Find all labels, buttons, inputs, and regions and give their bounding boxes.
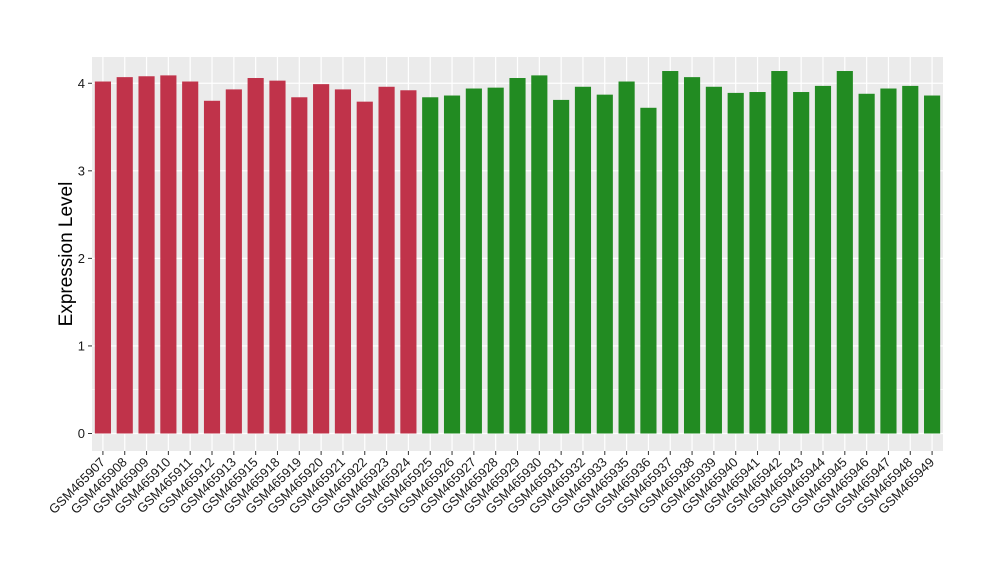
bar-GSM465949 xyxy=(924,95,941,434)
bar-GSM465924 xyxy=(400,90,417,434)
bar-GSM465910 xyxy=(160,75,177,434)
bar-GSM465918 xyxy=(269,80,286,434)
bar-GSM465941 xyxy=(749,92,766,434)
bar-GSM465909 xyxy=(138,76,155,434)
bar-GSM465912 xyxy=(203,100,221,434)
bar-GSM465946 xyxy=(858,93,875,434)
bar-GSM465944 xyxy=(814,85,832,434)
bar-GSM465908 xyxy=(116,77,133,434)
y-tick-label: 3 xyxy=(78,163,85,178)
bar-GSM465940 xyxy=(727,92,744,434)
bar-GSM465915 xyxy=(247,78,264,434)
bar-GSM465932 xyxy=(574,86,592,434)
bar-GSM465942 xyxy=(771,71,788,434)
y-tick-label: 1 xyxy=(78,338,85,353)
bar-GSM465931 xyxy=(553,99,570,434)
bar-GSM465938 xyxy=(683,77,701,434)
bar-GSM465926 xyxy=(443,95,461,434)
y-axis: 0 1 2 3 4 xyxy=(78,76,92,441)
y-tick-label: 2 xyxy=(78,251,85,266)
bar-GSM465937 xyxy=(662,71,679,434)
y-tick-label: 4 xyxy=(78,76,85,91)
x-axis: GSM465907GSM465908GSM465909GSM465910GSM4… xyxy=(46,451,937,517)
bar-GSM465921 xyxy=(334,89,352,434)
bar-GSM465948 xyxy=(902,85,919,434)
bar-GSM465933 xyxy=(596,94,613,434)
bar-GSM465922 xyxy=(356,101,373,434)
bars xyxy=(94,71,941,434)
y-tick-label: 0 xyxy=(78,426,85,441)
bar-GSM465919 xyxy=(291,97,308,434)
bar-GSM465943 xyxy=(793,92,810,434)
bar-GSM465907 xyxy=(94,81,111,434)
y-axis-label: Expression Level xyxy=(56,182,77,327)
bar-GSM465939 xyxy=(705,86,722,434)
bar-GSM465913 xyxy=(225,89,242,434)
bar-GSM465911 xyxy=(182,81,199,434)
bar-GSM465925 xyxy=(422,97,439,434)
bar-GSM465936 xyxy=(640,107,657,434)
bar-GSM465923 xyxy=(378,86,395,434)
bar-GSM465947 xyxy=(880,88,897,434)
bar-GSM465920 xyxy=(313,84,330,434)
bar-GSM465928 xyxy=(487,87,504,434)
bar-GSM465927 xyxy=(465,88,482,434)
bar-GSM465945 xyxy=(836,71,853,434)
bar-GSM465929 xyxy=(509,78,526,434)
bar-GSM465935 xyxy=(618,81,635,434)
bar-GSM465930 xyxy=(531,75,548,434)
